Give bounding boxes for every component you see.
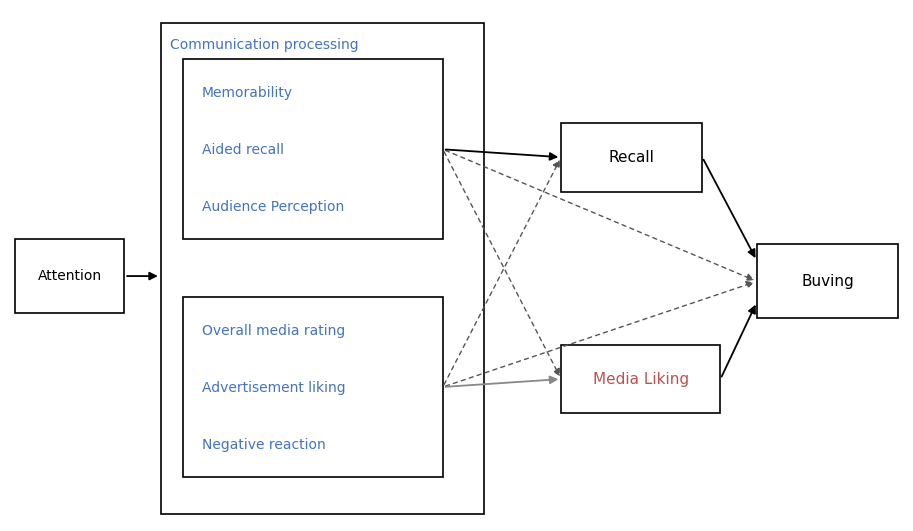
- Text: Overall media rating: Overall media rating: [202, 323, 345, 338]
- Bar: [184, 59, 443, 239]
- Text: Advertisement liking: Advertisement liking: [202, 381, 345, 395]
- Text: Buving: Buving: [801, 274, 854, 289]
- Bar: [161, 22, 484, 514]
- Text: Negative reaction: Negative reaction: [202, 438, 325, 452]
- Bar: [15, 239, 124, 313]
- Bar: [561, 123, 702, 192]
- Text: Memorability: Memorability: [202, 86, 293, 100]
- Text: Audience Perception: Audience Perception: [202, 200, 344, 214]
- Text: Recall: Recall: [609, 150, 655, 165]
- Text: Media Liking: Media Liking: [593, 372, 689, 387]
- Bar: [561, 345, 720, 414]
- Text: Attention: Attention: [37, 269, 101, 283]
- Bar: [757, 244, 898, 318]
- Text: Aided recall: Aided recall: [202, 143, 284, 157]
- Bar: [184, 297, 443, 477]
- Text: Communication processing: Communication processing: [170, 38, 359, 53]
